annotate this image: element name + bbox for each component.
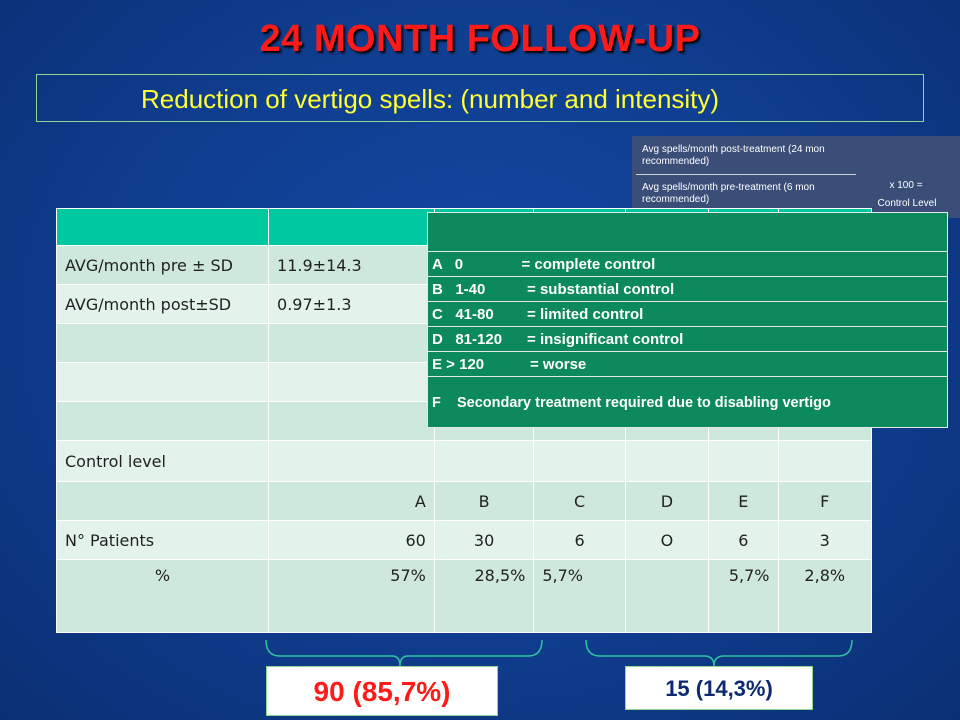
pct-label: %: [55, 559, 270, 633]
level-a: A: [268, 481, 435, 521]
legend-row-d: D 81-120 = insignificant control: [428, 327, 947, 352]
table-row: A B C D E F: [55, 481, 872, 521]
formula-denominator: Avg spells/month pre-treatment (6 mon re…: [642, 182, 815, 205]
level-c: C: [533, 481, 626, 521]
table-row: N° Patients 60 30 6 O 6 3: [55, 520, 872, 560]
legend-row-c: C 41-80 = limited control: [428, 302, 947, 327]
summary-uncontrolled: 15 (14,3%): [625, 666, 813, 710]
level-e: E: [708, 481, 779, 521]
patients-d: O: [624, 520, 710, 560]
table-row: Control level: [55, 440, 872, 482]
patients-a: 60: [268, 520, 435, 560]
level-f: F: [777, 481, 872, 521]
subtitle-box: Reduction of vertigo spells: (number and…: [36, 74, 924, 122]
legend-row-a: A 0 = complete control: [428, 252, 947, 277]
pct-d: [624, 559, 710, 633]
pct-b: 28,5%: [433, 559, 535, 633]
formula-multiplier: x 100 =: [889, 180, 923, 191]
legend-row-b: B 1-40 = substantial control: [428, 277, 947, 302]
patients-b: 30: [433, 520, 535, 560]
patients-e: 6: [708, 520, 779, 560]
level-d: D: [624, 481, 710, 521]
legend-header: [428, 213, 947, 252]
avg-pre-label: AVG/month pre ± SD: [55, 245, 270, 285]
formula-fraction-line: [636, 174, 856, 175]
patients-label: N° Patients: [55, 520, 270, 560]
pct-c: 5,7%: [533, 559, 626, 633]
control-level-legend: A 0 = complete control B 1-40 = substant…: [427, 212, 948, 428]
left-brace: [265, 639, 543, 667]
right-brace: [585, 639, 853, 667]
legend-row-f: F Secondary treatment required due to di…: [432, 395, 831, 411]
slide-title: 24 MONTH FOLLOW-UP: [259, 18, 701, 60]
legend-row-e: E > 120 = worse: [428, 352, 947, 377]
subtitle-text: Reduction of vertigo spells: (number and…: [141, 84, 720, 114]
summary-controlled: 90 (85,7%): [266, 666, 498, 716]
control-level-label: Control level: [55, 440, 270, 482]
table-row: % 57% 28,5% 5,7% 5,7% 2,8%: [55, 559, 872, 633]
patients-f: 3: [777, 520, 872, 560]
formula-result: Control Level: [877, 198, 937, 209]
pct-e: 5,7%: [708, 559, 779, 633]
control-level-formula: Avg spells/month post-treatment (24 mon …: [632, 136, 960, 218]
patients-c: 6: [533, 520, 626, 560]
formula-numerator: Avg spells/month post-treatment (24 mon …: [642, 144, 825, 167]
pct-f: 2,8%: [777, 559, 872, 633]
pct-a: 57%: [268, 559, 435, 633]
